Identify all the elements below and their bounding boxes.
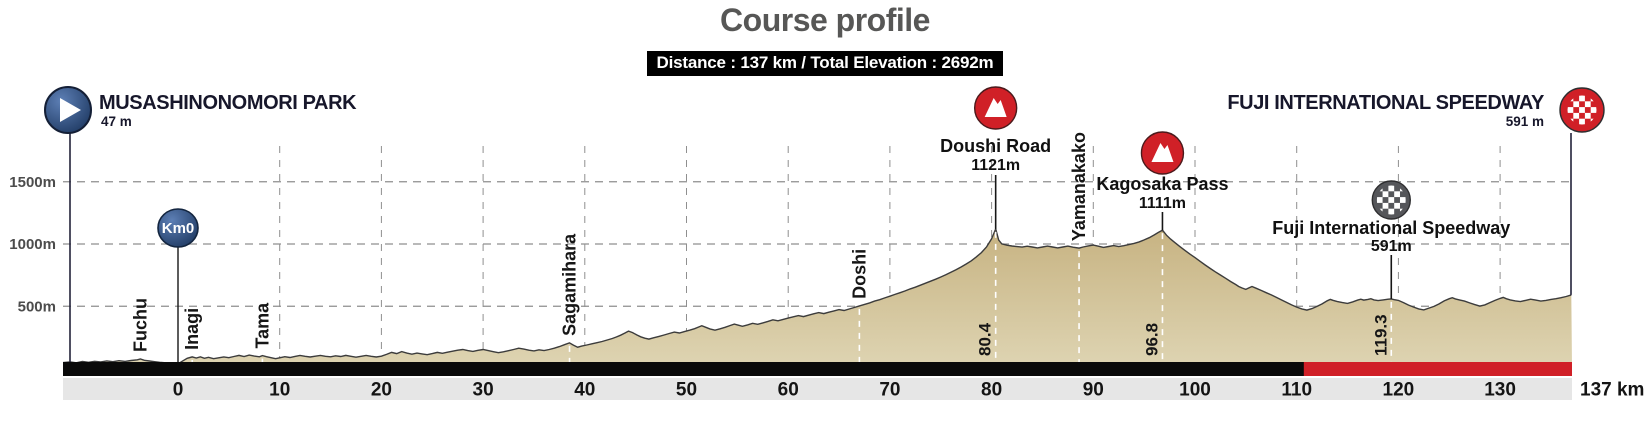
x-axis-end-label: 137 km — [1580, 380, 1644, 401]
town-label: Doshi — [849, 249, 869, 299]
kom-mountain-icon — [973, 86, 1018, 130]
route-bar-red-finish-circuit — [1303, 362, 1572, 376]
page-title: Course profile — [720, 2, 930, 38]
x-tick-label: 10 — [269, 380, 290, 401]
town-label: Fuchu — [130, 298, 150, 352]
route-bar-black — [63, 362, 1572, 376]
finish-checkered-icon — [1559, 87, 1605, 133]
y-axis-label: 500m — [18, 298, 56, 315]
marker-name: Fuji International Speedway — [1272, 218, 1510, 238]
sprint-checkered-icon — [1371, 180, 1411, 220]
kom-mountain-icon — [1140, 131, 1185, 175]
y-axis-label: 1000m — [9, 236, 56, 253]
marker-name: Kagosaka Pass — [1096, 174, 1228, 194]
marker-elevation: 1121m — [971, 157, 1020, 174]
x-tick-label: 30 — [473, 380, 494, 401]
play-icon — [60, 98, 81, 122]
x-axis-band — [63, 378, 1572, 400]
town-label: Yamanakako — [1069, 132, 1089, 241]
finish-elevation: 591 m — [1505, 114, 1544, 129]
x-tick-label: 60 — [778, 380, 799, 401]
town-label: Inagi — [182, 308, 202, 350]
x-tick-label: 120 — [1383, 380, 1415, 401]
course-summary-badge: Distance : 137 km / Total Elevation : 26… — [646, 51, 1004, 76]
x-tick-label: 110 — [1281, 380, 1312, 401]
elevation-area — [63, 228, 1572, 366]
km0-marker — [157, 208, 199, 248]
x-tick-label: 50 — [676, 380, 697, 401]
start-elevation: 47 m — [101, 114, 132, 129]
marker-km-label: 119.3 — [1371, 314, 1390, 356]
y-axis-label: 1500m — [9, 174, 56, 191]
elevation-outline — [63, 226, 1572, 365]
marker-km-label: 80.4 — [976, 322, 995, 356]
km0-label: Km0 — [162, 220, 195, 237]
marker-name: Doushi Road — [940, 136, 1051, 156]
marker-km-label: 96.8 — [1142, 323, 1161, 356]
x-tick-label: 40 — [574, 380, 595, 401]
x-tick-label: 90 — [1083, 380, 1104, 401]
x-tick-label: 20 — [371, 380, 392, 401]
x-tick-label: 0 — [173, 380, 184, 401]
marker-elevation: 591m — [1371, 238, 1412, 255]
finish-location-name: FUJI INTERNATIONAL SPEEDWAY — [1227, 92, 1544, 114]
course-summary-wrap: Distance : 137 km / Total Elevation : 26… — [0, 51, 1650, 76]
x-tick-label: 80 — [981, 380, 1002, 401]
town-label: Tama — [252, 302, 272, 349]
x-tick-label: 70 — [879, 380, 900, 401]
start-location-name: MUSASHINONOMORI PARK — [99, 92, 357, 114]
marker-elevation: 1111m — [1139, 195, 1186, 212]
x-tick-label: 130 — [1484, 380, 1516, 401]
town-label: Sagamihara — [560, 233, 580, 336]
x-tick-label: 100 — [1179, 380, 1211, 401]
start-icon — [44, 86, 92, 134]
